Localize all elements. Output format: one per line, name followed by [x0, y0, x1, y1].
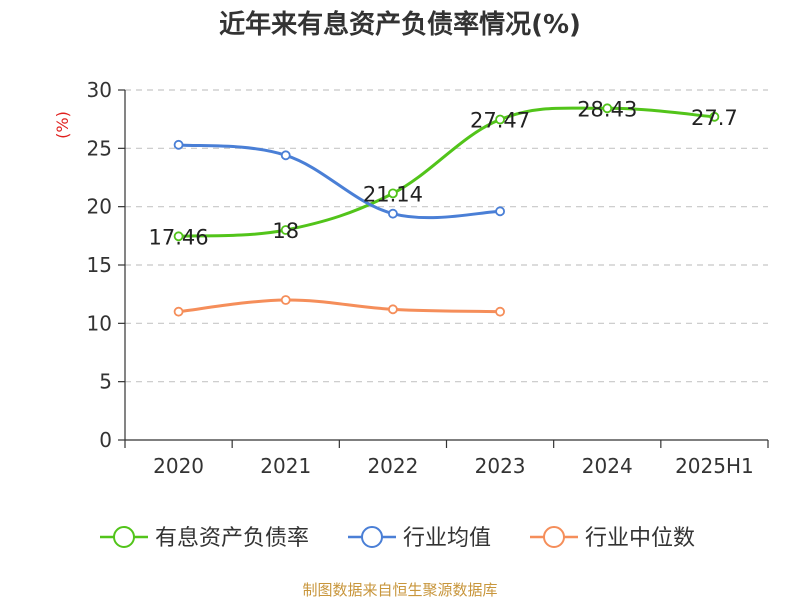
series-0-point-2020 [173, 231, 184, 242]
legend-marker-1 [361, 526, 383, 548]
data-label-2023: 27.47 [470, 109, 530, 133]
legend-item-1: 行业均值 [348, 526, 491, 551]
chart-title: 近年来有息资产负债率情况(%) [219, 9, 581, 40]
series-0-point-2023 [495, 114, 505, 125]
x-tick-label-2024: 2024 [582, 454, 633, 478]
series-0-point-2022 [388, 188, 398, 199]
series-1-point-2023 [495, 206, 505, 217]
legend-label-2: 行业中位数 [585, 526, 695, 551]
data-label-2020: 17.46 [149, 225, 209, 249]
x-tick-label-2025H1: 2025H1 [675, 454, 754, 478]
data-labels: 17.46 18 21.14 27.47 28.43 27.7 [149, 97, 738, 249]
series-line-0 [178, 106, 715, 238]
axes: 0 5 10 15 20 25 30 2020 2021 2022 2023 2024 2025H1 [87, 78, 769, 478]
legend-label-1: 行业均值 [403, 526, 491, 551]
series-line-1 [178, 143, 501, 220]
y-tick-label-15: 15 [87, 253, 112, 277]
series-2-point-2022 [388, 304, 398, 315]
legend-item-2: 行业中位数 [530, 526, 695, 551]
data-label-2025H1: 27.7 [691, 106, 738, 130]
series-0-point-2025H1 [709, 111, 720, 122]
legend-marker-2 [543, 526, 565, 548]
legend-marker-0 [113, 526, 135, 548]
y-tick-label-0: 0 [99, 428, 112, 452]
series-2-point-2021 [280, 295, 291, 305]
series-layer [173, 103, 720, 317]
source-note: 制图数据来自恒生聚源数据库 [302, 581, 497, 599]
series-1 [173, 139, 505, 220]
data-label-2021: 18 [272, 219, 299, 243]
y-tick-label-20: 20 [87, 195, 112, 219]
y-axis-unit: (%) [53, 111, 72, 139]
series-0 [173, 103, 720, 242]
series-1-point-2021 [280, 150, 291, 161]
series-2 [173, 295, 505, 317]
series-0-point-2024 [602, 103, 613, 114]
legend-label-0: 有息资产负债率 [155, 526, 309, 551]
series-1-point-2022 [388, 208, 398, 219]
series-line-2 [178, 298, 501, 314]
series-1-point-2020 [173, 139, 184, 150]
y-tick-label-30: 30 [87, 78, 112, 102]
legend: 有息资产负债率 行业均值 行业中位数 [100, 526, 695, 551]
series-2-point-2020 [173, 306, 184, 317]
x-tick-label-2023: 2023 [475, 454, 526, 478]
x-tick-label-2020: 2020 [153, 454, 204, 478]
series-0-point-2021 [280, 225, 291, 235]
y-tick-label-5: 5 [99, 370, 112, 394]
y-tick-label-10: 10 [87, 311, 112, 335]
grid-lines [125, 89, 768, 383]
series-2-point-2023 [495, 306, 505, 317]
y-tick-label-25: 25 [87, 136, 112, 160]
data-label-2024: 28.43 [577, 97, 637, 121]
legend-item-0: 有息资产负债率 [100, 526, 309, 551]
x-tick-label-2022: 2022 [367, 454, 418, 478]
x-tick-label-2021: 2021 [260, 454, 311, 478]
data-label-2022: 21.14 [363, 182, 423, 206]
